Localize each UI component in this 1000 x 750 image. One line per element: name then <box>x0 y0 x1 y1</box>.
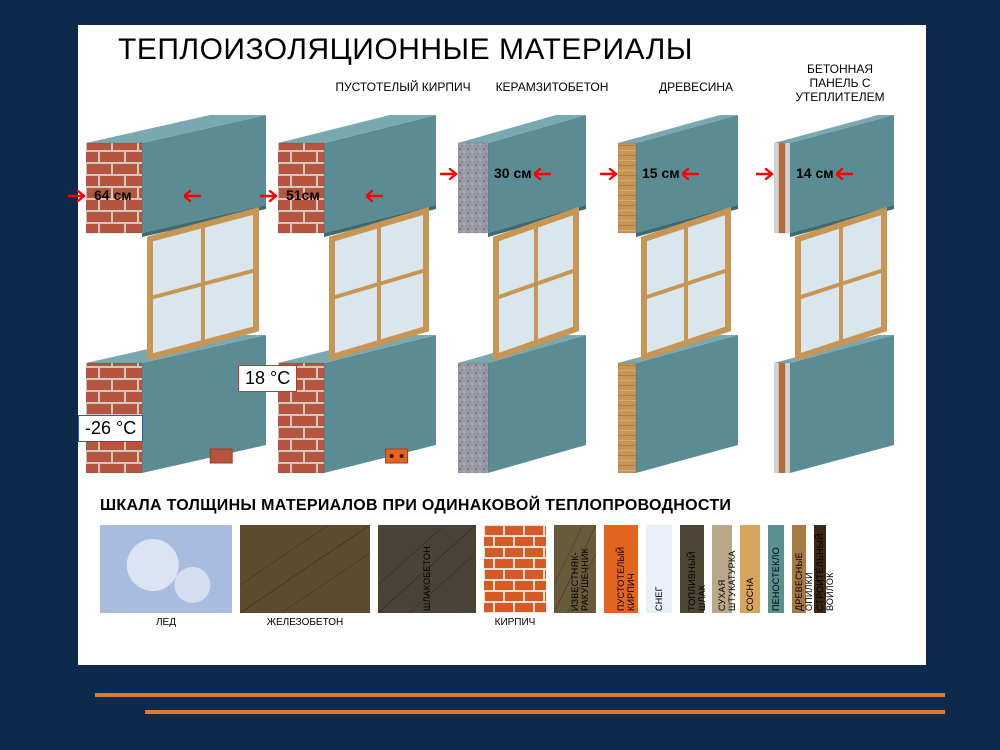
arrow-right-icon <box>836 167 854 185</box>
scale-swatch-label: ЖЕЛЕЗОБЕТОН <box>240 617 370 628</box>
arrow-right-icon <box>366 189 384 207</box>
scale-swatch <box>100 525 232 613</box>
column-label: ПУСТОТЕЛЫЙ КИРПИЧ <box>314 81 492 95</box>
scale-swatch-label: СОСНА <box>745 529 755 611</box>
arrow-left-icon <box>440 167 458 185</box>
thickness-dimension: 14 см <box>796 165 834 181</box>
scale-swatch-label: ИЗВЕСТНЯК-РАКУШЕЧНИК <box>570 529 590 611</box>
arrow-right-icon <box>682 167 700 185</box>
temp-inside: 18 °C <box>238 365 297 392</box>
scale-title: ШКАЛА ТОЛЩИНЫ МАТЕРИАЛОВ ПРИ ОДИНАКОВОЙ … <box>100 497 731 515</box>
wall-section <box>278 115 436 473</box>
scale-swatch-label: КИРПИЧ <box>484 617 546 628</box>
arrow-right-icon <box>534 167 552 185</box>
scale-swatch-label: СТРОИТЕЛЬНЫЙ ВОЙЛОК <box>815 529 835 611</box>
arrow-left-icon <box>68 189 86 207</box>
scale-swatch-label: ПУСТОТЕЛЫЙ КИРПИЧ <box>616 529 636 611</box>
thickness-scale: ЛЕД ЖЕЛЕЗОБЕТОН ШЛАКОБЕТОН КИРПИЧ ИЗВЕСТНЯК… <box>100 525 904 635</box>
column-label: КЕРАМЗИТОБЕТОН <box>478 81 626 95</box>
scale-swatch-label: ТОПЛИВНЫЙ ШЛАК <box>687 529 707 611</box>
scale-swatch-label: ЛЕД <box>100 617 232 628</box>
scale-swatch-label: ПЕНОСТЕКЛО <box>771 529 781 611</box>
walls-row: 64 см 51см 30 см 15 см 14 см <box>78 115 926 475</box>
scale-swatch-label: СНЕГ <box>654 529 664 611</box>
arrow-left-icon <box>260 189 278 207</box>
scale-swatch-label: ДРЕВЕСНЫЕ ОПИЛКИ <box>794 529 814 611</box>
scale-swatch-label: СУХАЯ ШТУКАТУРКА <box>717 529 737 611</box>
page-title: ТЕПЛОИЗОЛЯЦИОННЫЕ МАТЕРИАЛЫ <box>118 33 693 67</box>
thickness-dimension: 51см <box>286 187 320 203</box>
arrow-left-icon <box>600 167 618 185</box>
footer-bar-1 <box>95 693 945 697</box>
scale-swatch-label: ШЛАКОБЕТОН <box>422 529 432 611</box>
temp-outside: -26 °C <box>78 415 143 442</box>
thickness-dimension: 30 см <box>494 165 532 181</box>
arrow-right-icon <box>184 189 202 207</box>
thickness-dimension: 64 см <box>94 187 132 203</box>
footer-bar-2 <box>145 710 945 714</box>
arrow-left-icon <box>756 167 774 185</box>
scale-swatch <box>484 525 546 613</box>
column-label: ДРЕВЕСИНА <box>626 81 766 95</box>
infographic-panel: ТЕПЛОИЗОЛЯЦИОННЫЕ МАТЕРИАЛЫ ПУСТОТЕЛЫЙ К… <box>78 25 926 665</box>
column-label: БЕТОННАЯ ПАНЕЛЬ С УТЕПЛИТЕЛЕМ <box>770 63 910 104</box>
thickness-dimension: 15 см <box>642 165 680 181</box>
scale-swatch <box>240 525 370 613</box>
wall-section <box>774 115 894 473</box>
